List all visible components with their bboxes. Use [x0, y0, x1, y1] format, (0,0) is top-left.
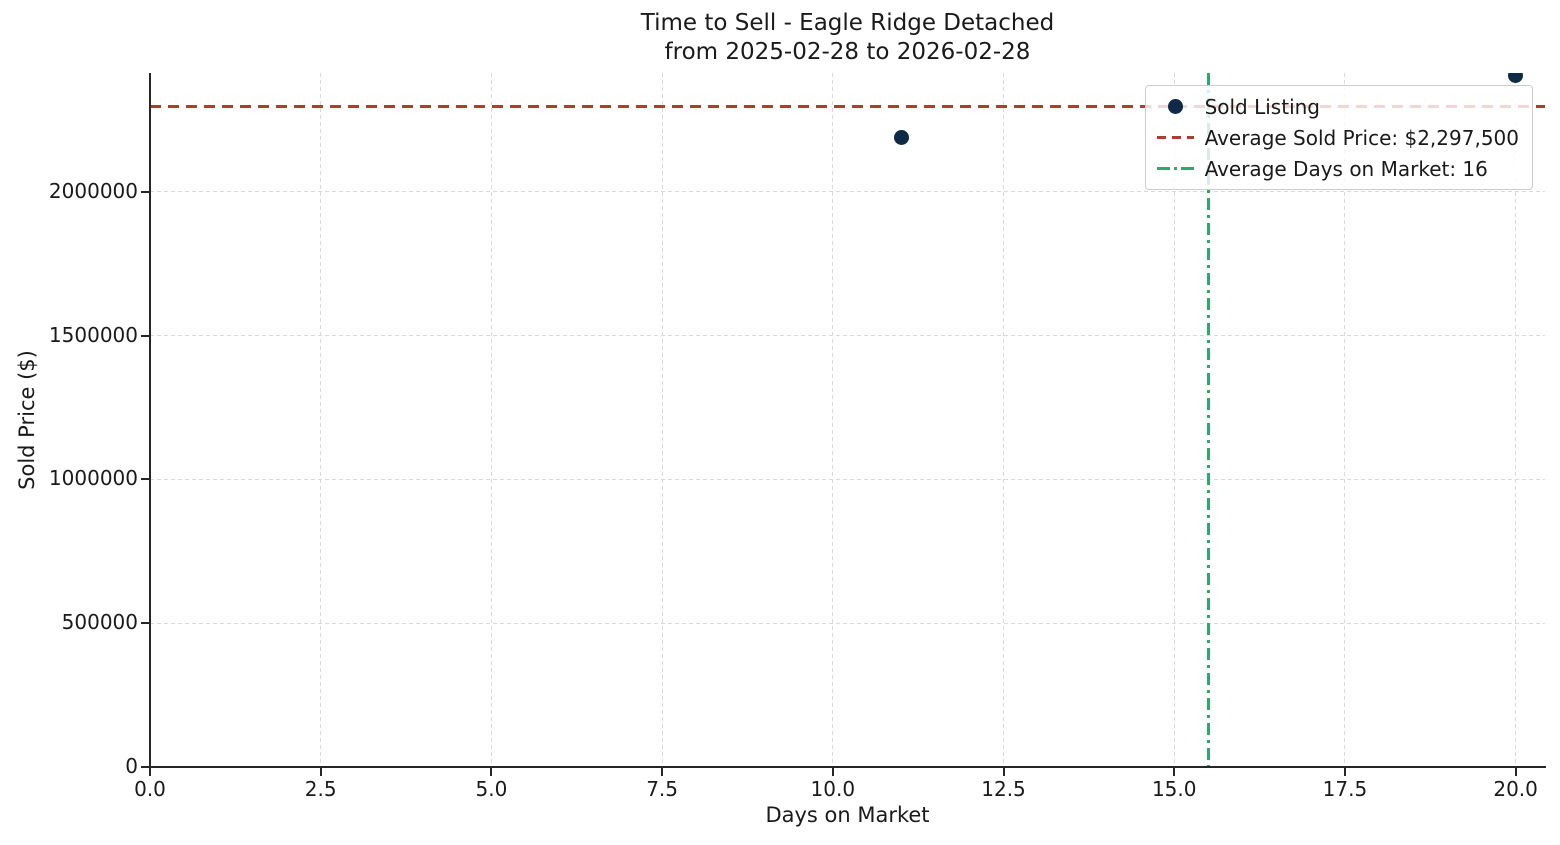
chart-title-line-2: from 2025-02-28 to 2026-02-28: [664, 39, 1031, 65]
average-days-on-market-line: [1206, 73, 1210, 767]
gridline-x: [1344, 73, 1346, 767]
y-tick-mark: [141, 478, 150, 481]
y-tick-label: 1000000: [48, 466, 138, 491]
x-tick-label: 10.0: [810, 777, 856, 801]
y-tick-mark: [141, 766, 150, 768]
y-tick-label: 0: [125, 754, 138, 778]
dashdot-line-icon: [1156, 167, 1194, 170]
y-tick-mark: [141, 334, 150, 337]
x-tick-label: 17.5: [1322, 777, 1368, 801]
x-tick-label: 5.0: [475, 777, 508, 801]
gridline-x: [661, 73, 663, 767]
legend-item-average-days-on-market: Average Days on Market: 16: [1156, 153, 1519, 184]
x-tick-label: 2.5: [304, 777, 337, 801]
y-tick-mark: [141, 622, 150, 625]
x-tick-label: 12.5: [981, 777, 1026, 801]
x-tick-label: 0.0: [134, 777, 166, 801]
chart-title-line-1: Time to Sell - Eagle Ridge Detached: [640, 10, 1055, 36]
average-sold-price-line: [150, 104, 1545, 108]
x-tick-mark: [490, 767, 493, 776]
legend-label-average-days-on-market: Average Days on Market: 16: [1204, 156, 1488, 181]
x-tick-mark: [831, 767, 834, 776]
legend-item-average-sold-price: Average Sold Price: $2,297,500: [1156, 122, 1519, 153]
y-tick-mark: [141, 190, 150, 193]
x-tick-mark: [1514, 767, 1517, 776]
gridline-x: [1515, 73, 1517, 767]
gridline-x: [832, 73, 834, 767]
gridline-y: [150, 622, 1545, 624]
x-tick-mark: [1343, 767, 1346, 776]
y-axis-spine: [149, 73, 151, 768]
y-tick-label: 2000000: [48, 178, 138, 203]
y-tick-label: 1500000: [48, 322, 138, 347]
plot-area: Sold Listing Average Sold Price: $2,297,…: [150, 73, 1545, 767]
x-tick-label: 20.0: [1493, 777, 1538, 801]
gridline-y: [150, 478, 1545, 480]
x-tick-mark: [1173, 767, 1176, 776]
x-tick-label: 7.5: [646, 777, 679, 801]
sold-listing-point: [1508, 73, 1524, 83]
dashed-line-icon: [1156, 136, 1194, 139]
legend-label-average-sold-price: Average Sold Price: $2,297,500: [1204, 125, 1519, 150]
gridline-y: [150, 191, 1545, 193]
sold-listing-point: [893, 129, 909, 145]
gridline-x: [1173, 73, 1175, 767]
y-tick-label: 500000: [61, 610, 138, 635]
gridline-x: [490, 73, 492, 767]
legend-label-sold-listing: Sold Listing: [1204, 94, 1320, 119]
legend-item-sold-listing: Sold Listing: [1157, 91, 1519, 122]
legend: Sold Listing Average Sold Price: $2,297,…: [1144, 85, 1533, 190]
x-axis-label: Days on Market: [765, 803, 930, 827]
x-axis-spine: [149, 766, 1546, 768]
gridline-y: [150, 335, 1545, 337]
x-tick-label: 15.0: [1151, 777, 1197, 801]
gridline-x: [1003, 73, 1005, 767]
x-tick-mark: [1002, 767, 1005, 776]
sold-listing-dot-icon: [1167, 99, 1183, 114]
x-tick-mark: [661, 767, 664, 776]
x-tick-mark: [319, 767, 322, 776]
x-tick-mark: [149, 767, 151, 776]
gridline-x: [320, 73, 322, 767]
chart-title: Time to Sell - Eagle Ridge Detached from…: [150, 9, 1545, 67]
